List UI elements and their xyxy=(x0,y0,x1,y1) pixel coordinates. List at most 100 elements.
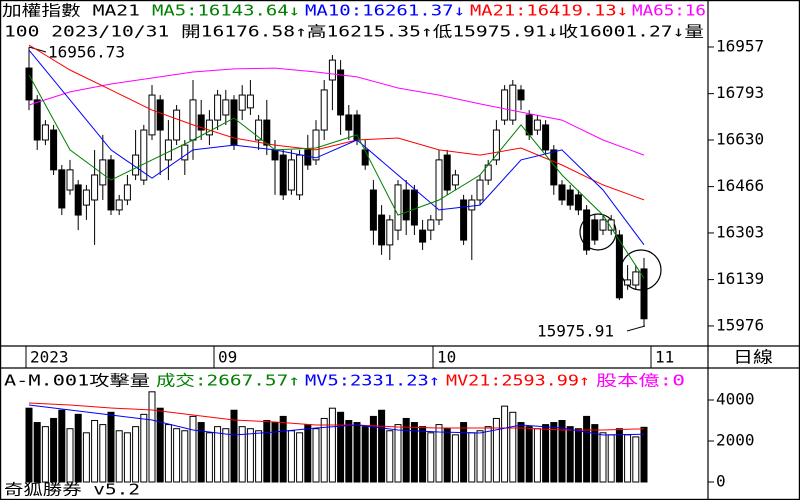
volume-bar xyxy=(353,422,361,483)
candle-body xyxy=(238,94,246,111)
annotations: 16956.73 15975.91 xyxy=(48,43,614,341)
candle-body xyxy=(615,234,623,299)
candle-body xyxy=(353,114,361,141)
x-tick-label: 2023 xyxy=(30,348,69,367)
candle-body xyxy=(181,144,189,161)
volume-bar xyxy=(599,432,607,483)
volume-bar xyxy=(173,428,181,483)
x-tick-label: 11 xyxy=(655,348,674,367)
candle-body xyxy=(205,119,213,136)
volume-bar xyxy=(66,428,74,483)
candle-body xyxy=(58,169,66,209)
volume-bar xyxy=(222,428,230,483)
candle-body xyxy=(214,94,222,121)
candle-body xyxy=(82,189,90,206)
leader-line xyxy=(626,325,646,332)
header-text: MA65:16 xyxy=(632,2,706,20)
volume-bar xyxy=(230,409,238,483)
candle-body xyxy=(419,229,427,243)
volume-bar xyxy=(205,432,213,483)
volume-bar xyxy=(296,432,304,483)
candle-body xyxy=(337,69,345,116)
candle-body xyxy=(607,219,615,231)
candle-body xyxy=(509,84,517,121)
candle-body xyxy=(296,154,304,196)
candle-body xyxy=(312,129,320,161)
volume-bar xyxy=(82,432,90,483)
volume-bar xyxy=(181,430,189,483)
volume-bar xyxy=(279,415,287,483)
candle-body xyxy=(583,209,591,251)
volume-bar xyxy=(501,405,509,483)
candle-body xyxy=(427,219,435,231)
x-tick-label: 10 xyxy=(437,348,456,367)
y-tick-label: 16303 xyxy=(716,222,764,241)
header-text: 加權指數 MA21 xyxy=(2,2,140,20)
volume-bar xyxy=(640,426,648,483)
candle-body xyxy=(50,129,58,171)
volume-bar xyxy=(58,409,66,483)
volume-bar xyxy=(583,415,591,483)
volume-bar xyxy=(574,428,582,483)
candle-body xyxy=(263,119,271,146)
volume-bar xyxy=(369,415,377,483)
candle-body xyxy=(574,194,582,211)
highlight-circle xyxy=(579,213,617,251)
volume-bar xyxy=(468,432,476,483)
y-tick-label: 0 xyxy=(716,472,726,491)
volume-bar xyxy=(115,430,123,483)
candle-body xyxy=(320,89,328,131)
candle-body xyxy=(632,271,640,286)
y-tick-label: 2000 xyxy=(716,431,755,450)
candle-body xyxy=(369,189,377,231)
candle-body xyxy=(33,99,41,141)
volume-bar xyxy=(509,411,517,483)
candle-body xyxy=(74,184,82,216)
volume-bar xyxy=(246,428,254,483)
ma-line xyxy=(28,44,645,201)
candle-body xyxy=(156,99,164,131)
volume-bar xyxy=(312,428,320,483)
volume-bar xyxy=(427,432,435,483)
volume-bar xyxy=(550,422,558,483)
candle-body xyxy=(468,199,476,211)
ma-line xyxy=(28,67,645,156)
volume-bar xyxy=(255,430,263,483)
annotation: 16956.73 xyxy=(48,43,125,62)
header-text: 股本億:0 xyxy=(596,372,685,390)
volume-bar xyxy=(394,424,402,483)
volume-bar xyxy=(263,420,271,483)
candle-body xyxy=(271,149,279,161)
volume-bar xyxy=(214,426,222,483)
volume-bar xyxy=(164,424,172,483)
candle-body xyxy=(517,89,525,101)
volume-bar xyxy=(107,411,115,483)
volume-bar xyxy=(33,422,41,483)
y-tick-label: 16957 xyxy=(716,37,764,56)
candle-body xyxy=(566,189,574,206)
volume-bar xyxy=(189,415,197,483)
candle-body xyxy=(599,219,607,231)
header-text: A-M.001攻擊量 xyxy=(4,372,150,390)
ma-line xyxy=(28,404,645,436)
volume-bar xyxy=(123,432,131,483)
candle-body xyxy=(378,214,386,246)
volume-bar xyxy=(410,422,418,483)
candle-body xyxy=(451,174,459,186)
volume-bar xyxy=(484,426,492,483)
leader-line xyxy=(28,46,47,53)
volume-bar xyxy=(74,413,82,483)
volume-bar xyxy=(435,424,443,483)
volume-bar xyxy=(558,420,566,483)
candle-body xyxy=(640,268,648,320)
candle-body xyxy=(107,159,115,211)
volume-bar xyxy=(451,434,459,483)
volume-bar xyxy=(566,426,574,483)
candle-body xyxy=(591,219,599,241)
volume-bar xyxy=(25,407,33,483)
candle-body xyxy=(189,99,197,141)
header-text: MA21:16419.13↓ xyxy=(470,2,628,20)
volume-bar xyxy=(476,430,484,483)
volume-bar xyxy=(156,407,164,483)
